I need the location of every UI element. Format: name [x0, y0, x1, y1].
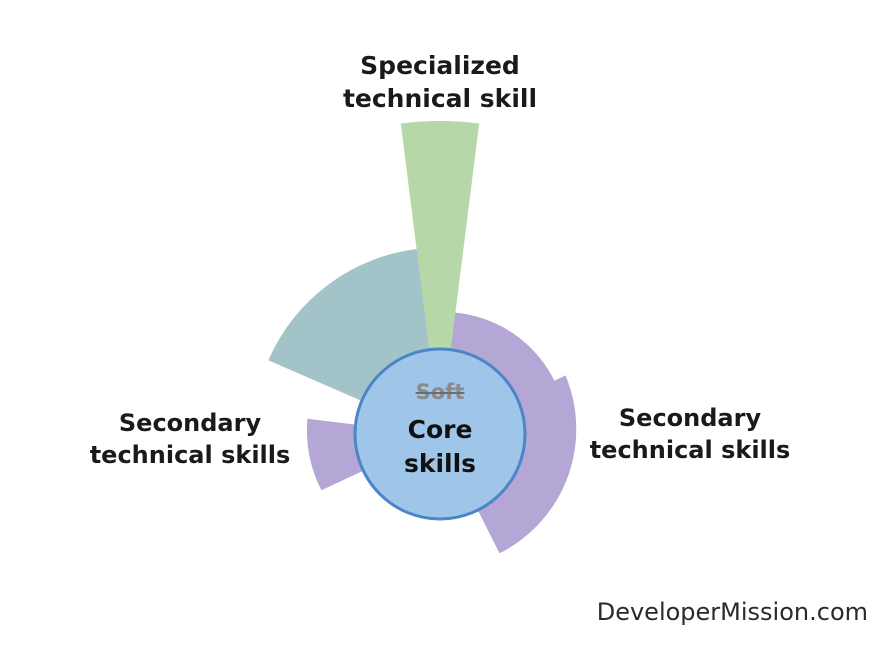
specialized-label-line-1: Specialized: [360, 51, 520, 80]
right-secondary-line-1: Secondary: [618, 404, 762, 432]
left-secondary-label: Secondary technical skills: [60, 407, 320, 471]
right-secondary-label: Secondary technical skills: [560, 402, 820, 466]
specialized-skill-label: Specialized technical skill: [310, 49, 570, 115]
right-secondary-line-2: technical skills: [589, 436, 791, 464]
left-secondary-line-1: Secondary: [118, 409, 262, 437]
specialized-wedge: [400, 121, 480, 435]
core-skills-circle: [353, 347, 527, 521]
left-secondary-line-2: technical skills: [89, 441, 291, 469]
specialized-label-line-2: technical skill: [342, 84, 538, 113]
site-watermark: DeveloperMission.com: [596, 598, 868, 626]
